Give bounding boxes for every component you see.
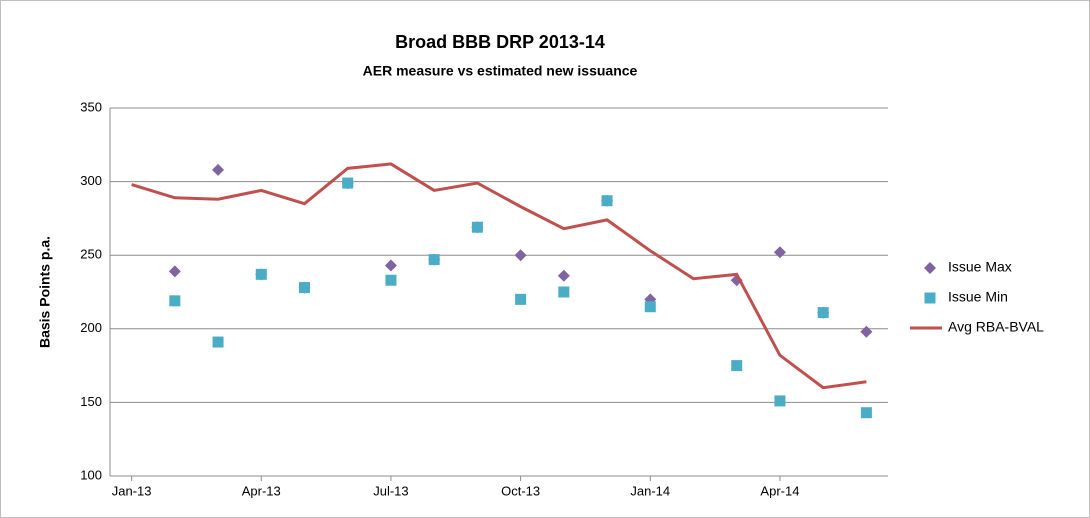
scatter-point: [731, 360, 743, 372]
scatter-point: [471, 221, 483, 233]
y-tick-label: 300: [80, 173, 102, 188]
scatter-point: [169, 295, 181, 307]
legend-label: Avg RBA-BVAL: [948, 319, 1044, 335]
y-axis-label: Basis Points p.a.: [37, 236, 53, 348]
line-series: [131, 162, 867, 390]
scatter-point: [860, 407, 872, 419]
scatter-point: [384, 259, 397, 272]
scatter-point: [514, 249, 527, 262]
scatter-point: [168, 265, 181, 278]
x-tick-label: Apr-13: [242, 483, 281, 498]
scatter-point: [557, 269, 570, 282]
scatter-point: [773, 246, 786, 259]
y-tick-label: 150: [80, 394, 102, 409]
legend-label: Issue Min: [948, 289, 1008, 305]
y-tick-label: 350: [80, 99, 102, 114]
x-tick-label: Jan-14: [630, 483, 670, 498]
x-tick-label: Apr-14: [760, 483, 799, 498]
chart-subtitle: AER measure vs estimated new issuance: [363, 63, 638, 79]
scatter-point: [342, 177, 354, 189]
scatter-point: [644, 301, 656, 313]
x-tick-label: Jan-13: [112, 483, 152, 498]
scatter-point: [212, 336, 224, 348]
legend-swatch: [924, 262, 936, 274]
chart-title: Broad BBB DRP 2013-14: [395, 32, 605, 52]
legend-swatch: [924, 292, 936, 304]
scatter-point: [601, 195, 613, 207]
y-tick-label: 250: [80, 247, 102, 262]
scatter-point: [255, 268, 267, 280]
scatter-point: [515, 293, 527, 305]
scatter-point: [385, 274, 397, 286]
scatter-point: [860, 325, 873, 338]
y-tick-label: 200: [80, 320, 102, 335]
scatter-point: [299, 282, 310, 294]
x-tick-label: Jul-13: [373, 483, 408, 498]
scatter-point: [428, 254, 440, 266]
legend-label: Issue Max: [948, 259, 1012, 275]
scatter-point: [558, 286, 570, 298]
scatter-point: [817, 307, 829, 319]
scatter-point: [774, 395, 786, 407]
y-tick-label: 100: [80, 467, 102, 482]
x-tick-label: Oct-13: [501, 483, 540, 498]
scatter-point: [212, 163, 225, 176]
